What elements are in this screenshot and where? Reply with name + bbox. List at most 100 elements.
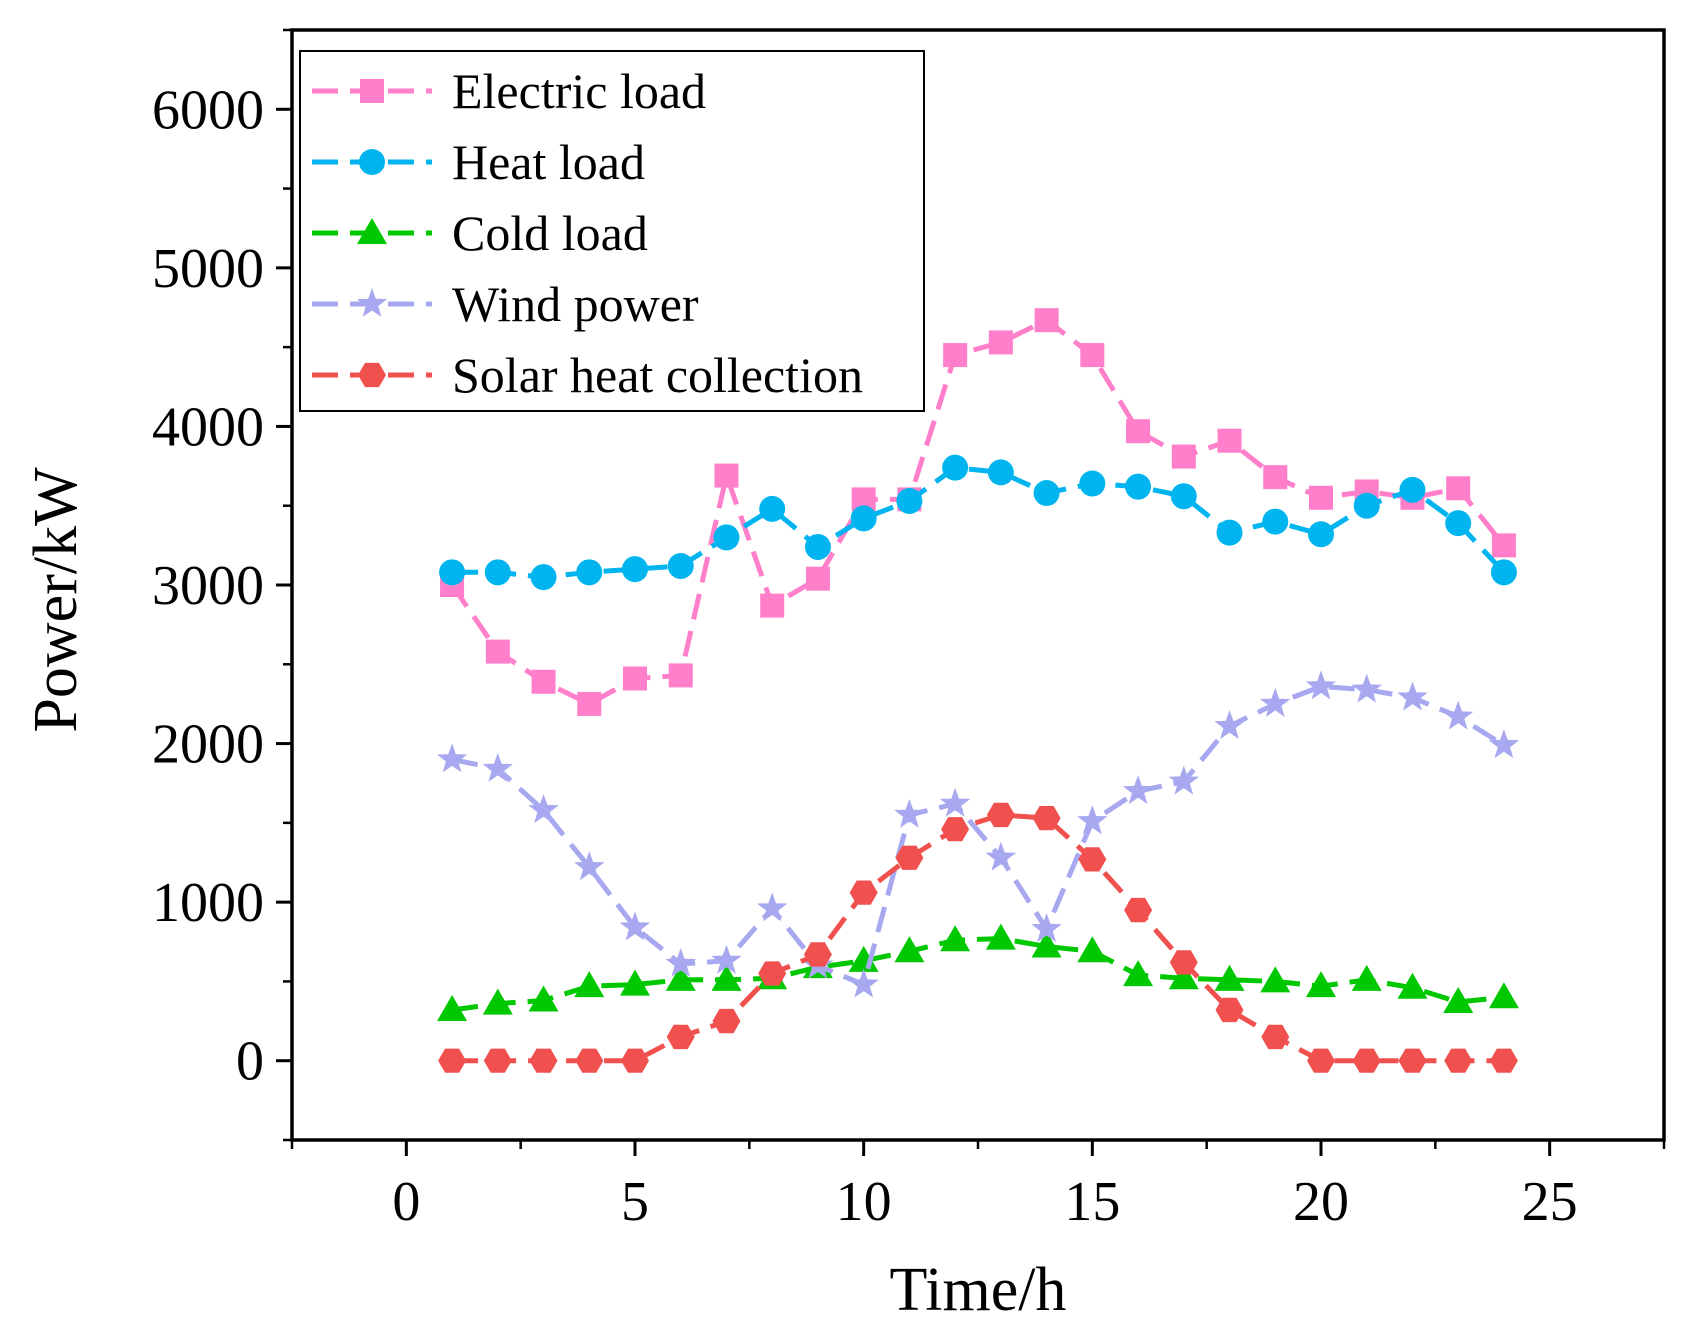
- data-point-cold-load: [482, 988, 513, 1015]
- data-point-solar-heat-collection: [1261, 1024, 1290, 1050]
- legend-marker-heat-load: [359, 149, 385, 175]
- legend-item-electric-load: Electric load: [312, 63, 706, 119]
- data-point-cold-load: [1214, 964, 1245, 991]
- legend-item-cold-load: Cold load: [312, 205, 648, 261]
- data-point-wind-power: [757, 892, 788, 922]
- data-point-electric-load: [805, 566, 830, 591]
- data-point-wind-power: [1077, 805, 1108, 835]
- legend-marker-wind-power: [356, 288, 388, 317]
- data-point-heat-load: [1125, 473, 1152, 500]
- data-point-wind-power: [848, 968, 879, 998]
- data-point-cold-load: [528, 985, 559, 1012]
- data-point-heat-load: [1308, 521, 1334, 548]
- data-point-solar-heat-collection: [1307, 1048, 1335, 1073]
- data-point-cold-load: [1123, 960, 1154, 987]
- y-tick-label: 5000: [152, 238, 264, 300]
- data-point-electric-load: [1217, 428, 1242, 453]
- data-point-heat-load: [576, 559, 603, 586]
- data-point-cold-load: [1031, 931, 1062, 958]
- data-point-solar-heat-collection: [621, 1048, 649, 1073]
- data-point-electric-load: [1446, 476, 1471, 501]
- data-point-heat-load: [1079, 470, 1106, 497]
- series-solar-heat-collection: [438, 802, 1518, 1073]
- series-layer: [436, 308, 1520, 1073]
- x-tick-label: 0: [392, 1171, 420, 1233]
- data-point-cold-load: [1077, 936, 1108, 963]
- data-point-electric-load: [1126, 419, 1151, 444]
- data-point-wind-power: [1351, 673, 1382, 703]
- legend-label-wind-power: Wind power: [452, 276, 699, 332]
- data-point-wind-power: [711, 944, 742, 974]
- data-point-heat-load: [759, 495, 786, 522]
- data-point-solar-heat-collection: [1078, 847, 1107, 872]
- data-point-wind-power: [894, 798, 925, 828]
- data-point-solar-heat-collection: [758, 961, 787, 986]
- data-point-cold-load: [620, 969, 650, 996]
- data-point-solar-heat-collection: [1398, 1048, 1427, 1073]
- data-point-wind-power: [1260, 687, 1291, 717]
- data-point-solar-heat-collection: [712, 1008, 741, 1034]
- data-point-heat-load: [1445, 510, 1472, 537]
- data-point-wind-power: [619, 911, 651, 941]
- data-point-heat-load: [667, 552, 694, 579]
- data-point-heat-load: [942, 454, 969, 481]
- data-point-solar-heat-collection: [895, 845, 924, 870]
- data-point-electric-load: [485, 639, 510, 664]
- data-point-electric-load: [1171, 444, 1196, 469]
- data-point-cold-load: [1443, 987, 1474, 1014]
- legend-marker-cold-load: [357, 218, 387, 244]
- data-point-cold-load: [1351, 964, 1382, 991]
- data-point-solar-heat-collection: [986, 802, 1015, 828]
- data-point-electric-load: [623, 666, 647, 691]
- legend-label-solar-heat-collection: Solar heat collection: [452, 347, 863, 403]
- data-point-cold-load: [665, 964, 696, 991]
- data-point-heat-load: [1216, 519, 1243, 546]
- data-point-wind-power: [528, 794, 559, 824]
- data-point-cold-load: [437, 994, 468, 1021]
- data-point-wind-power: [665, 948, 696, 977]
- data-point-solar-heat-collection: [849, 880, 878, 905]
- data-point-heat-load: [1490, 559, 1517, 586]
- data-point-cold-load: [1168, 963, 1199, 990]
- data-point-solar-heat-collection: [1489, 1048, 1518, 1073]
- data-point-electric-load: [531, 669, 556, 694]
- data-point-wind-power: [1214, 710, 1245, 740]
- series-wind-power: [436, 670, 1520, 998]
- series-line-heat-load: [452, 465, 1506, 580]
- legend-item-solar-heat-collection: Solar heat collection: [312, 347, 863, 403]
- x-tick-label: 10: [836, 1171, 892, 1233]
- y-tick-label: 4000: [152, 396, 264, 458]
- data-point-wind-power: [1031, 913, 1062, 942]
- data-point-solar-heat-collection: [529, 1048, 558, 1073]
- data-point-electric-load: [1491, 533, 1516, 558]
- data-point-electric-load: [714, 463, 739, 488]
- data-point-heat-load: [1033, 480, 1060, 507]
- data-point-electric-load: [988, 330, 1013, 355]
- data-point-cold-load: [1260, 966, 1291, 993]
- data-point-wind-power: [1168, 765, 1199, 795]
- data-point-electric-load: [1034, 308, 1059, 333]
- legend-item-wind-power: Wind power: [312, 276, 699, 332]
- data-point-wind-power: [939, 787, 971, 817]
- data-point-cold-load: [1397, 972, 1428, 999]
- data-point-solar-heat-collection: [1352, 1048, 1381, 1073]
- data-point-wind-power: [1488, 729, 1520, 759]
- legend-item-heat-load: Heat load: [312, 134, 645, 190]
- data-point-solar-heat-collection: [1032, 806, 1061, 831]
- data-point-heat-load: [622, 556, 648, 583]
- data-point-electric-load: [668, 663, 693, 688]
- data-point-heat-load: [987, 459, 1014, 486]
- data-point-wind-power: [1305, 670, 1337, 700]
- data-point-heat-load: [1262, 508, 1289, 535]
- data-point-heat-load: [896, 487, 923, 514]
- data-point-solar-heat-collection: [438, 1048, 467, 1073]
- x-tick-label: 5: [621, 1171, 649, 1233]
- data-point-electric-load: [577, 691, 602, 716]
- data-point-heat-load: [713, 524, 740, 551]
- data-point-heat-load: [804, 533, 831, 560]
- data-point-wind-power: [482, 752, 513, 782]
- legend-marker-solar-heat-collection: [358, 362, 386, 388]
- data-point-wind-power: [985, 841, 1017, 871]
- data-point-electric-load: [1080, 343, 1105, 368]
- data-point-cold-load: [1488, 982, 1519, 1009]
